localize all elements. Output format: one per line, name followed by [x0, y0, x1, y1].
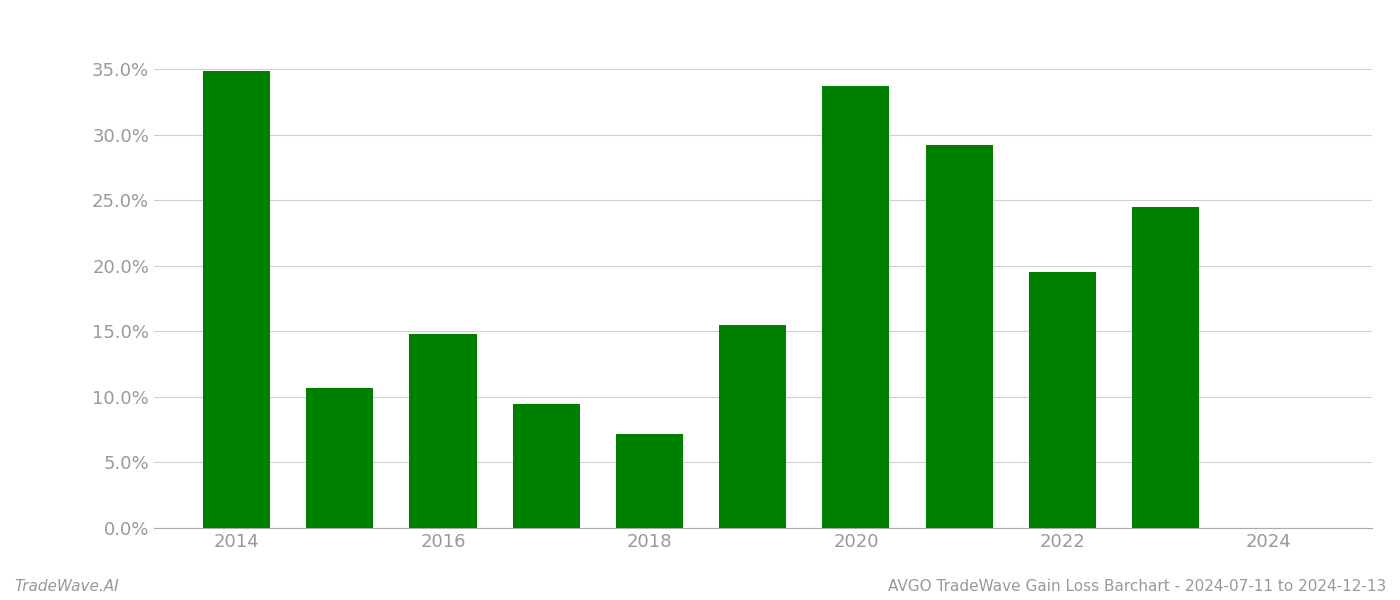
Bar	[1133, 207, 1200, 528]
Bar	[512, 403, 580, 528]
Bar	[203, 71, 270, 528]
Bar	[616, 434, 683, 528]
Bar	[307, 388, 374, 528]
Text: TradeWave.AI: TradeWave.AI	[14, 579, 119, 594]
Bar	[720, 325, 787, 528]
Text: AVGO TradeWave Gain Loss Barchart - 2024-07-11 to 2024-12-13: AVGO TradeWave Gain Loss Barchart - 2024…	[888, 579, 1386, 594]
Bar	[409, 334, 476, 528]
Bar	[1029, 272, 1096, 528]
Bar	[822, 86, 889, 528]
Bar	[925, 145, 993, 528]
